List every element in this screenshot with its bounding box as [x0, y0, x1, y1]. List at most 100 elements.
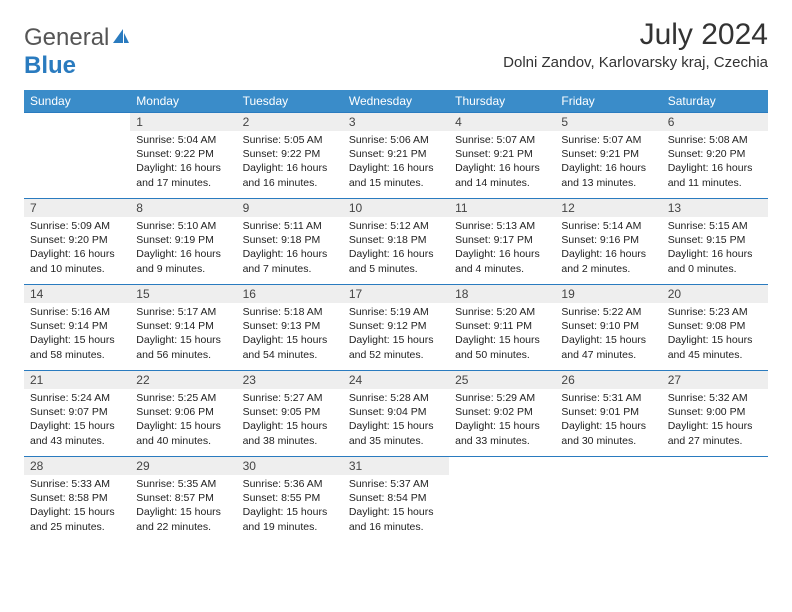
- day-line: Daylight: 16 hours: [136, 161, 230, 175]
- day-line: Sunrise: 5:17 AM: [136, 305, 230, 319]
- day-line: Sunset: 9:20 PM: [668, 147, 762, 161]
- day-line: Sunrise: 5:15 AM: [668, 219, 762, 233]
- day-line: Sunrise: 5:07 AM: [561, 133, 655, 147]
- calendar-cell: 28Sunrise: 5:33 AMSunset: 8:58 PMDayligh…: [24, 457, 130, 543]
- day-line: Sunset: 9:22 PM: [243, 147, 337, 161]
- sail-icon: [111, 24, 131, 52]
- calendar-cell: 22Sunrise: 5:25 AMSunset: 9:06 PMDayligh…: [130, 371, 236, 457]
- day-number: 5: [555, 113, 661, 131]
- day-number: 6: [662, 113, 768, 131]
- day-line: and 9 minutes.: [136, 262, 230, 276]
- col-header: Friday: [555, 90, 661, 113]
- day-body: Sunrise: 5:35 AMSunset: 8:57 PMDaylight:…: [130, 475, 236, 538]
- calendar-cell: 2Sunrise: 5:05 AMSunset: 9:22 PMDaylight…: [237, 113, 343, 199]
- calendar-week-row: 1Sunrise: 5:04 AMSunset: 9:22 PMDaylight…: [24, 113, 768, 199]
- day-number: 12: [555, 199, 661, 217]
- calendar-week-row: 28Sunrise: 5:33 AMSunset: 8:58 PMDayligh…: [24, 457, 768, 543]
- day-line: Daylight: 15 hours: [668, 333, 762, 347]
- day-body: Sunrise: 5:10 AMSunset: 9:19 PMDaylight:…: [130, 217, 236, 280]
- col-header: Wednesday: [343, 90, 449, 113]
- day-body: Sunrise: 5:37 AMSunset: 8:54 PMDaylight:…: [343, 475, 449, 538]
- day-line: Sunrise: 5:18 AM: [243, 305, 337, 319]
- day-line: Sunrise: 5:14 AM: [561, 219, 655, 233]
- day-line: Sunrise: 5:19 AM: [349, 305, 443, 319]
- day-line: Daylight: 15 hours: [455, 419, 549, 433]
- day-number: 15: [130, 285, 236, 303]
- day-line: Sunset: 8:54 PM: [349, 491, 443, 505]
- day-body: Sunrise: 5:07 AMSunset: 9:21 PMDaylight:…: [555, 131, 661, 194]
- day-number: 2: [237, 113, 343, 131]
- day-line: Sunset: 9:17 PM: [455, 233, 549, 247]
- day-number: 1: [130, 113, 236, 131]
- day-body: Sunrise: 5:33 AMSunset: 8:58 PMDaylight:…: [24, 475, 130, 538]
- day-line: Sunset: 9:20 PM: [30, 233, 124, 247]
- day-line: and 22 minutes.: [136, 520, 230, 534]
- day-line: Daylight: 15 hours: [136, 505, 230, 519]
- day-line: and 25 minutes.: [30, 520, 124, 534]
- day-body: Sunrise: 5:12 AMSunset: 9:18 PMDaylight:…: [343, 217, 449, 280]
- day-line: Sunset: 9:10 PM: [561, 319, 655, 333]
- day-line: Sunrise: 5:04 AM: [136, 133, 230, 147]
- day-line: Sunset: 8:58 PM: [30, 491, 124, 505]
- day-line: Daylight: 15 hours: [30, 419, 124, 433]
- day-line: and 17 minutes.: [136, 176, 230, 190]
- calendar-table: SundayMondayTuesdayWednesdayThursdayFrid…: [24, 90, 768, 543]
- calendar-cell: 6Sunrise: 5:08 AMSunset: 9:20 PMDaylight…: [662, 113, 768, 199]
- calendar-week-row: 21Sunrise: 5:24 AMSunset: 9:07 PMDayligh…: [24, 371, 768, 457]
- day-number: 28: [24, 457, 130, 475]
- calendar-cell: 25Sunrise: 5:29 AMSunset: 9:02 PMDayligh…: [449, 371, 555, 457]
- day-line: Daylight: 15 hours: [561, 333, 655, 347]
- day-line: Sunset: 9:14 PM: [30, 319, 124, 333]
- calendar-cell: 21Sunrise: 5:24 AMSunset: 9:07 PMDayligh…: [24, 371, 130, 457]
- day-body: Sunrise: 5:17 AMSunset: 9:14 PMDaylight:…: [130, 303, 236, 366]
- day-line: Sunset: 9:05 PM: [243, 405, 337, 419]
- calendar-cell: 7Sunrise: 5:09 AMSunset: 9:20 PMDaylight…: [24, 199, 130, 285]
- calendar-cell: 26Sunrise: 5:31 AMSunset: 9:01 PMDayligh…: [555, 371, 661, 457]
- day-body: Sunrise: 5:15 AMSunset: 9:15 PMDaylight:…: [662, 217, 768, 280]
- day-body: Sunrise: 5:05 AMSunset: 9:22 PMDaylight:…: [237, 131, 343, 194]
- day-line: Daylight: 15 hours: [136, 333, 230, 347]
- day-line: and 11 minutes.: [668, 176, 762, 190]
- calendar-cell: 27Sunrise: 5:32 AMSunset: 9:00 PMDayligh…: [662, 371, 768, 457]
- col-header: Thursday: [449, 90, 555, 113]
- day-line: and 16 minutes.: [349, 520, 443, 534]
- day-line: Daylight: 15 hours: [243, 505, 337, 519]
- day-line: Sunrise: 5:32 AM: [668, 391, 762, 405]
- day-line: and 54 minutes.: [243, 348, 337, 362]
- day-body: Sunrise: 5:27 AMSunset: 9:05 PMDaylight:…: [237, 389, 343, 452]
- calendar-cell: 9Sunrise: 5:11 AMSunset: 9:18 PMDaylight…: [237, 199, 343, 285]
- calendar-cell: 16Sunrise: 5:18 AMSunset: 9:13 PMDayligh…: [237, 285, 343, 371]
- location: Dolni Zandov, Karlovarsky kraj, Czechia: [503, 54, 768, 71]
- day-line: Sunrise: 5:07 AM: [455, 133, 549, 147]
- day-line: and 35 minutes.: [349, 434, 443, 448]
- day-body: Sunrise: 5:29 AMSunset: 9:02 PMDaylight:…: [449, 389, 555, 452]
- day-line: Sunrise: 5:27 AM: [243, 391, 337, 405]
- day-line: Sunset: 9:22 PM: [136, 147, 230, 161]
- day-line: and 38 minutes.: [243, 434, 337, 448]
- day-line: Daylight: 15 hours: [561, 419, 655, 433]
- day-line: Daylight: 16 hours: [243, 161, 337, 175]
- day-line: Sunset: 9:18 PM: [243, 233, 337, 247]
- calendar-head: SundayMondayTuesdayWednesdayThursdayFrid…: [24, 90, 768, 113]
- day-body: Sunrise: 5:07 AMSunset: 9:21 PMDaylight:…: [449, 131, 555, 194]
- calendar-cell: 23Sunrise: 5:27 AMSunset: 9:05 PMDayligh…: [237, 371, 343, 457]
- day-line: and 5 minutes.: [349, 262, 443, 276]
- calendar-cell: 3Sunrise: 5:06 AMSunset: 9:21 PMDaylight…: [343, 113, 449, 199]
- day-number: 3: [343, 113, 449, 131]
- calendar-cell: 10Sunrise: 5:12 AMSunset: 9:18 PMDayligh…: [343, 199, 449, 285]
- day-line: Daylight: 15 hours: [136, 419, 230, 433]
- calendar-cell: 15Sunrise: 5:17 AMSunset: 9:14 PMDayligh…: [130, 285, 236, 371]
- day-line: and 15 minutes.: [349, 176, 443, 190]
- day-line: Sunset: 9:13 PM: [243, 319, 337, 333]
- calendar-cell: 12Sunrise: 5:14 AMSunset: 9:16 PMDayligh…: [555, 199, 661, 285]
- day-body: Sunrise: 5:24 AMSunset: 9:07 PMDaylight:…: [24, 389, 130, 452]
- day-line: and 58 minutes.: [30, 348, 124, 362]
- day-number: 22: [130, 371, 236, 389]
- day-line: Daylight: 15 hours: [349, 505, 443, 519]
- day-line: Sunset: 9:14 PM: [136, 319, 230, 333]
- day-line: Daylight: 15 hours: [243, 419, 337, 433]
- day-line: Sunrise: 5:28 AM: [349, 391, 443, 405]
- day-line: Daylight: 16 hours: [561, 247, 655, 261]
- calendar-cell: [555, 457, 661, 543]
- day-number: 13: [662, 199, 768, 217]
